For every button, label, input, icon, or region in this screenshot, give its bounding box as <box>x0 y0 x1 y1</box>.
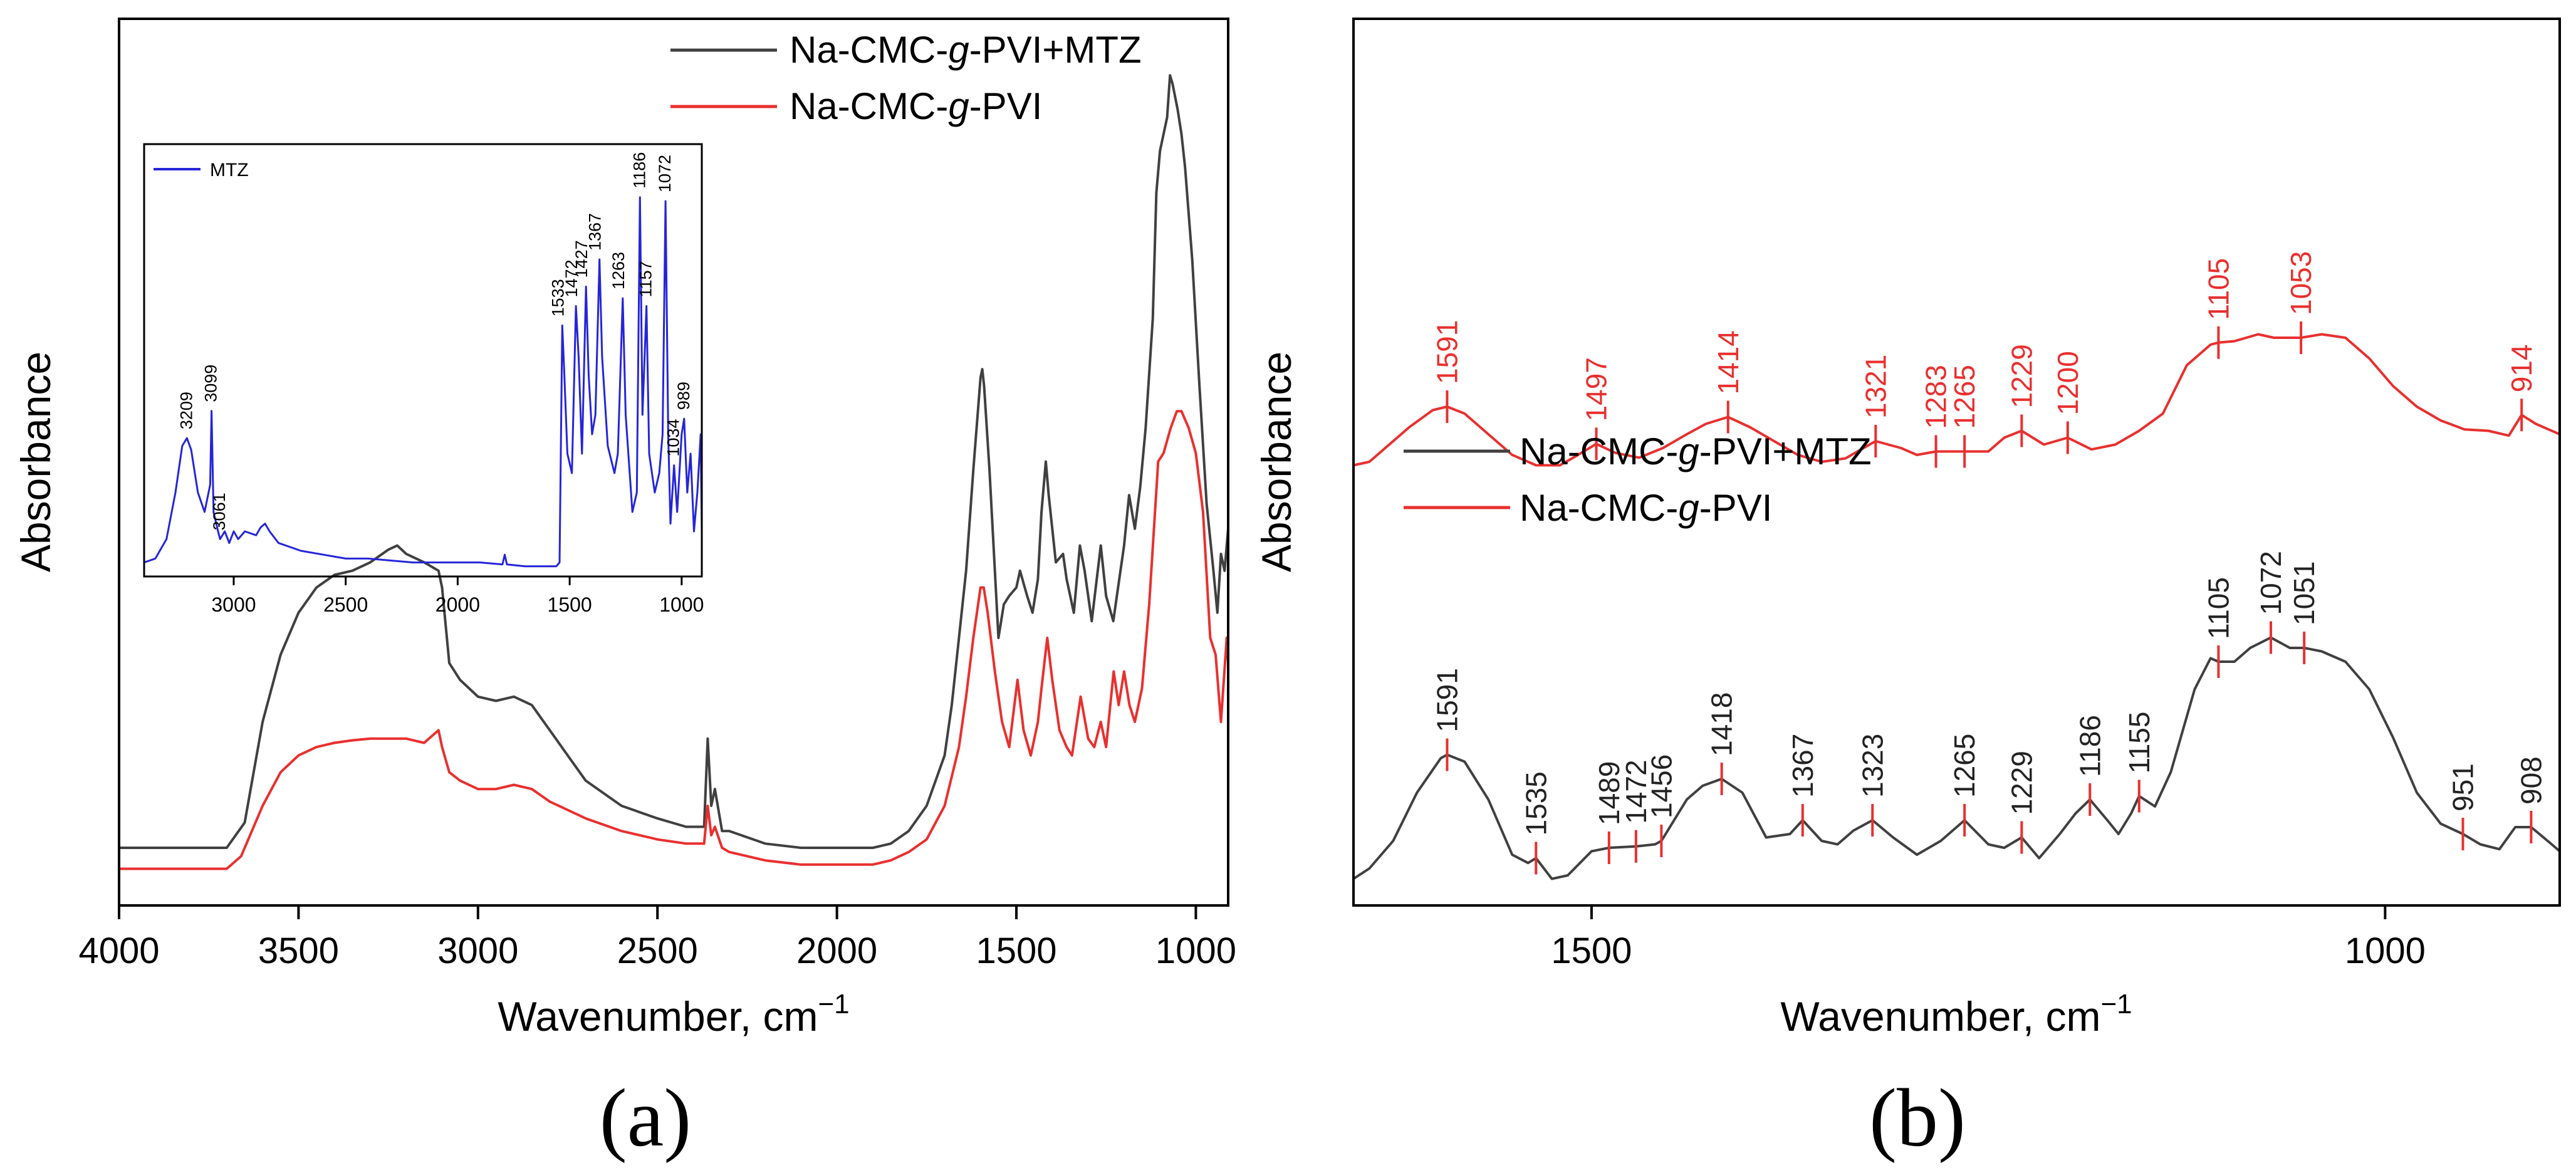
panel-b-peak-label: 1591 <box>1431 320 1463 384</box>
inset-x-tick-label-3000: 3000 <box>211 593 256 616</box>
panel-b-peak-label: 1323 <box>1856 734 1889 798</box>
panel-b-peak-label: 1105 <box>2202 577 2234 639</box>
legend-label-b-mtz: Na-CMC-g-PVI+MTZ <box>1520 430 1872 472</box>
inset-frame <box>143 143 703 578</box>
panel-a-x-axis: 4000 3500 3000 2500 2000 1500 1000 <box>78 905 1236 971</box>
inset-peak-label: 1427 <box>572 240 591 278</box>
inset-peak-label: 3099 <box>202 365 221 402</box>
panel-b-peak-label: 1053 <box>2285 251 2317 315</box>
panel-a-x-axis-label: Wavenumber, cm−1 <box>498 989 849 1040</box>
panel-a-plot-area <box>118 18 1229 907</box>
panel-a-y-axis-label: Absorbance <box>13 352 59 572</box>
inset-x-tick-label-2000: 2000 <box>435 593 480 616</box>
panel-b-label: (b) <box>1869 1072 1966 1164</box>
panel-b-peak-label: 1414 <box>1712 330 1744 394</box>
panel-b-peak-label: 1367 <box>1786 734 1819 798</box>
inset-x-tick-label-1000: 1000 <box>659 593 704 616</box>
panel-b-peak-label: 1321 <box>1859 355 1892 419</box>
panel-b-x-tick-label-1000: 1000 <box>2345 931 2426 971</box>
panel-b-peak-label: 1051 <box>2288 561 2320 625</box>
inset-peak-label: 1263 <box>609 252 628 289</box>
inset-x-axis: 3000 2500 2000 1500 1000 <box>211 576 704 616</box>
panel-a-x-tick-label-3000: 3000 <box>437 931 518 971</box>
panel-b-peak-label: 1418 <box>1706 692 1738 756</box>
panel-a-inset: MTZ 3000 2500 2000 1500 1000 3209 3099 3061 153… <box>143 143 704 616</box>
panel-a: 4000 3500 3000 2500 2000 1500 1000 Absorbance … <box>13 18 1236 1164</box>
panel-b-series-line-1 <box>1352 636 2561 880</box>
panel-b-peak-label: 1283 <box>1920 365 1953 429</box>
inset-peak-label: 1533 <box>548 279 567 316</box>
panel-b-peak-label: 1489 <box>1593 761 1625 825</box>
legend-label-b-pvi: Na-CMC-g-PVI <box>1520 487 1772 529</box>
inset-peak-label: 989 <box>674 382 693 410</box>
inset-peak-label: 1186 <box>630 152 649 189</box>
panel-a-x-tick-label-1000: 1000 <box>1155 931 1236 971</box>
panel-b-peak-label: 1229 <box>2005 751 2038 815</box>
panel-b-peak-label: 1072 <box>2255 551 2287 615</box>
panel-a-x-tick-label-4000: 4000 <box>78 931 159 971</box>
panel-a-x-tick-label-2500: 2500 <box>617 931 698 971</box>
panel-b-x-axis-label: Wavenumber, cm−1 <box>1780 989 2132 1040</box>
panel-b-peak-label: 1105 <box>2202 258 2234 320</box>
panel-a-frame <box>118 18 1229 907</box>
panel-b-peak-label: 1155 <box>2123 712 2156 774</box>
panel-b-peak-label: 1265 <box>1948 365 1981 429</box>
panel-b-legend: Na-CMC-g-PVI+MTZ Na-CMC-g-PVI <box>1404 430 1872 529</box>
inset-x-tick-label-1500: 1500 <box>548 593 592 616</box>
inset-legend-label: MTZ <box>210 160 249 180</box>
panel-b-peak-label: 951 <box>2447 763 2480 811</box>
panel-b-peak-label: 1497 <box>1580 357 1613 421</box>
panel-b-peak-label: 1472 <box>1620 759 1652 823</box>
panel-a-x-tick-label-2000: 2000 <box>796 931 877 971</box>
legend-label-a-mtz: Na-CMC-g-PVI+MTZ <box>790 29 1142 71</box>
panel-b-peak-label: 1535 <box>1520 771 1552 835</box>
panel-b-frame <box>1352 18 2561 907</box>
inset-series-line <box>143 196 703 568</box>
panel-b-peak-label: 1229 <box>2005 344 2038 408</box>
inset-peak-label: 1472 <box>562 259 581 297</box>
panel-b-peak-label: 1265 <box>1948 734 1981 798</box>
legend-label-a-pvi: Na-CMC-g-PVI <box>790 85 1042 127</box>
panel-a-x-tick-label-3500: 3500 <box>258 931 339 971</box>
panel-b-peak-label: 914 <box>2505 344 2538 392</box>
inset-peak-label: 1367 <box>586 213 605 251</box>
inset-peak-label: 1157 <box>637 261 655 297</box>
panel-b-peak-label: 1200 <box>2052 351 2084 415</box>
panel-b-peak-label: 1186 <box>2073 715 2106 777</box>
inset-peak-label: 1034 <box>664 419 683 457</box>
inset-x-tick-label-2500: 2500 <box>323 593 368 616</box>
panel-a-series-line-1 <box>119 410 1229 870</box>
inset-peak-label: 3061 <box>210 493 229 530</box>
panel-b-peak-label: 1456 <box>1645 754 1677 818</box>
panel-b-peak-label: 908 <box>2515 756 2547 805</box>
panel-a-x-tick-label-1500: 1500 <box>976 931 1057 971</box>
inset-peak-label: 3209 <box>177 392 196 429</box>
panel-b-y-axis-label: Absorbance <box>1253 352 1300 572</box>
panel-a-legend: Na-CMC-g-PVI+MTZ Na-CMC-g-PVI <box>670 29 1142 127</box>
panel-b-x-axis: 1500 1000 <box>1551 905 2426 971</box>
panel-b-peak-label: 1591 <box>1431 668 1463 732</box>
panel-a-series-line-0 <box>119 74 1229 849</box>
panel-a-label: (a) <box>600 1072 692 1164</box>
inset-peak-label: 1072 <box>655 155 674 192</box>
panel-b-x-tick-label-1500: 1500 <box>1551 931 1632 971</box>
